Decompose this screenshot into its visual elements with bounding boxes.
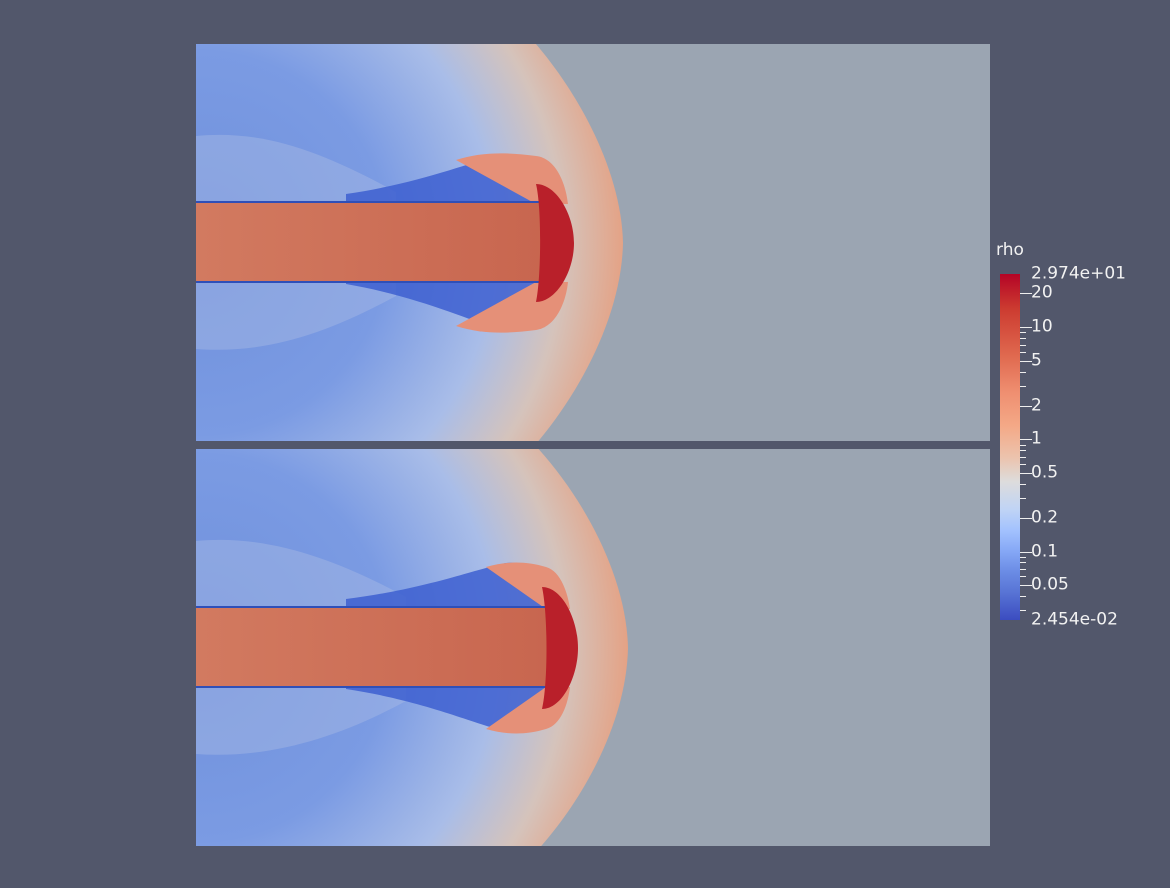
- render-view-top[interactable]: [196, 44, 990, 441]
- render-view-bottom[interactable]: [196, 449, 990, 846]
- colorbar-tick: [1020, 551, 1032, 553]
- colorbar-tick: [1020, 450, 1026, 452]
- colorbar-tick: [1020, 332, 1026, 334]
- colorbar-label: 20: [1031, 282, 1053, 303]
- colorbar-tick: [1020, 293, 1032, 295]
- colorbar-tick: [1020, 498, 1026, 499]
- colorbar-tick: [1020, 473, 1032, 475]
- colorbar-tick: [1020, 385, 1026, 387]
- colorbar-tick: [1020, 371, 1026, 373]
- colorbar-label: 1: [1031, 428, 1042, 449]
- colorbar-tick: [1020, 484, 1026, 485]
- colorbar-label: 0.05: [1031, 574, 1069, 595]
- jet-beam: [196, 201, 541, 283]
- colorbar-label: 0.2: [1031, 507, 1059, 528]
- colorbar-label: 2.454e-02: [1031, 609, 1118, 630]
- colorbar-label: 10: [1031, 316, 1053, 337]
- colorbar-tick: [1020, 556, 1026, 558]
- colorbar-tick: [1020, 464, 1026, 466]
- colorbar-tick: [1020, 585, 1032, 587]
- colorbar-label: 2: [1031, 395, 1042, 415]
- colorbar-tick: [1020, 568, 1026, 570]
- colorbar-tick: [1020, 517, 1032, 519]
- colorbar-tick: [1020, 610, 1026, 612]
- density-slice-bottom: [196, 449, 628, 846]
- colorbar-tick: [1020, 456, 1026, 458]
- colorbar-tick: [1020, 439, 1032, 441]
- jet-beam: [196, 606, 548, 688]
- colorbar-label: 0.5: [1031, 462, 1059, 483]
- colorbar-label: 5: [1031, 350, 1042, 371]
- bow-shock-head: [536, 184, 574, 302]
- colorbar-gradient: [1000, 274, 1020, 620]
- colorbar-tick: [1020, 405, 1032, 407]
- colorbar-ticks: [1020, 274, 1034, 620]
- colorbar-tick: [1020, 596, 1026, 598]
- colorbar-tick: [1020, 360, 1032, 362]
- colorbar-legend: rho 2.974e+01 20 10 5 2 1 0.5 0.2 0.1 0.05 2.454e-…: [996, 240, 1166, 640]
- colorbar-tick: [1020, 352, 1026, 353]
- colorbar-tick: [1020, 576, 1026, 578]
- colorbar-tick: [1020, 327, 1032, 329]
- colorbar-tick: [1020, 344, 1026, 346]
- colorbar-tick: [1020, 562, 1026, 564]
- colorbar-label: 0.1: [1031, 541, 1059, 561]
- density-slice-top: [196, 44, 623, 441]
- colorbar-tick: [1020, 338, 1026, 339]
- colorbar-tick: [1020, 444, 1026, 446]
- bow-shock-head: [542, 587, 578, 709]
- colorbar-label: 2.974e+01: [1031, 263, 1127, 284]
- colorbar-title: rho: [996, 240, 1024, 260]
